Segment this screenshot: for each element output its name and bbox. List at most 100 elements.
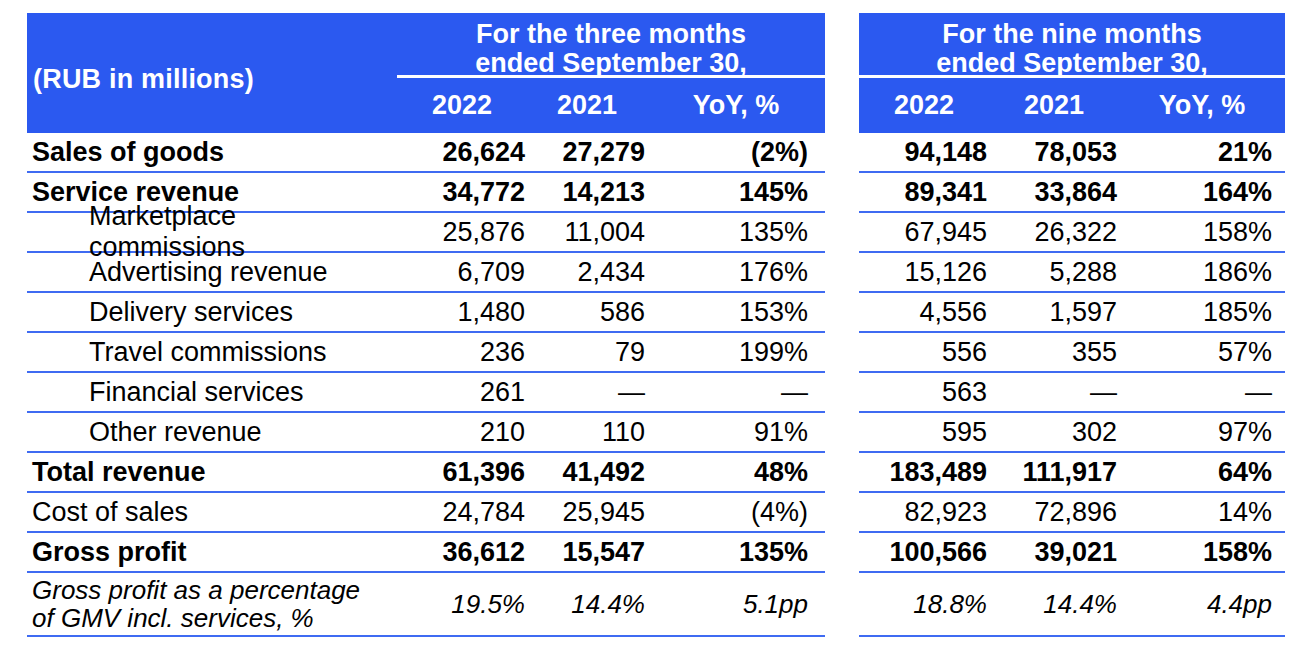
column-header-2021: 2021 — [527, 90, 647, 121]
value-cell: 33,864 — [989, 173, 1119, 213]
value-cell: 5,288 — [989, 253, 1119, 293]
value-cell: 261 — [397, 373, 527, 413]
value-cell: 41,492 — [527, 453, 647, 493]
value-cell: 19.5% — [397, 573, 527, 637]
value-cell: 6,709 — [397, 253, 527, 293]
value-cell: 24,784 — [397, 493, 527, 533]
value-cell: 563 — [859, 373, 989, 413]
value-cell: 97% — [1119, 413, 1285, 453]
value-cell: 111,917 — [989, 453, 1119, 493]
value-cell: 556 — [859, 333, 989, 373]
nine-months-table: For the nine months ended September 30, … — [859, 13, 1285, 637]
column-header-2022: 2022 — [397, 90, 527, 121]
value-cell: 158% — [1119, 533, 1285, 573]
value-cell: 1,480 — [397, 293, 527, 333]
value-cell: 100,566 — [859, 533, 989, 573]
value-cell: 176% — [647, 253, 825, 293]
value-cell: 185% — [1119, 293, 1285, 333]
value-cell: 164% — [1119, 173, 1285, 213]
value-cell: 36,612 — [397, 533, 527, 573]
three-months-header: (RUB in millions) For the three months e… — [27, 13, 825, 133]
row-label: Financial services — [27, 373, 397, 413]
value-cell: 57% — [1119, 333, 1285, 373]
value-cell: 26,322 — [989, 213, 1119, 253]
units-label: (RUB in millions) — [27, 13, 397, 133]
value-cell: 91% — [647, 413, 825, 453]
value-cell: 153% — [647, 293, 825, 333]
nine-months-body: 94,14878,05321% 89,34133,864164% 67,94526,… — [859, 133, 1285, 637]
value-cell: — — [527, 373, 647, 413]
column-header-2022: 2022 — [859, 90, 989, 121]
row-label: Sales of goods — [27, 133, 397, 173]
value-cell: 236 — [397, 333, 527, 373]
nine-months-title: For the nine months ended September 30, — [859, 13, 1285, 78]
value-cell: 5.1pp — [647, 573, 825, 637]
value-cell: (2%) — [647, 133, 825, 173]
value-cell: 25,876 — [397, 213, 527, 253]
value-cell: 14.4% — [989, 573, 1119, 637]
value-cell: — — [1119, 373, 1285, 413]
three-months-header-right: For the three months ended September 30,… — [397, 13, 825, 133]
column-header-yoy: YoY, % — [1119, 90, 1285, 121]
row-label: Delivery services — [27, 293, 397, 333]
nine-months-header: For the nine months ended September 30, … — [859, 13, 1285, 133]
value-cell: 1,597 — [989, 293, 1119, 333]
value-cell: 67,945 — [859, 213, 989, 253]
title-line-1: For the three months — [476, 19, 746, 49]
title-line-1: For the nine months — [942, 19, 1202, 49]
value-cell: 145% — [647, 173, 825, 213]
value-cell: 34,772 — [397, 173, 527, 213]
row-label: Total revenue — [27, 453, 397, 493]
value-cell: 25,945 — [527, 493, 647, 533]
row-label: Travel commissions — [27, 333, 397, 373]
value-cell: 15,126 — [859, 253, 989, 293]
title-line-2: ended September 30, — [936, 48, 1208, 78]
value-cell: 27,279 — [527, 133, 647, 173]
three-months-body: Sales of goods26,62427,279(2%)Service re… — [27, 133, 825, 637]
value-cell: (4%) — [647, 493, 825, 533]
nine-months-column-headers: 2022 2021 YoY, % — [859, 78, 1285, 133]
value-cell: 11,004 — [527, 213, 647, 253]
value-cell: 82,923 — [859, 493, 989, 533]
value-cell: 79 — [527, 333, 647, 373]
row-label: Advertising revenue — [27, 253, 397, 293]
value-cell: 4,556 — [859, 293, 989, 333]
row-label: Cost of sales — [27, 493, 397, 533]
value-cell: 14% — [1119, 493, 1285, 533]
three-months-title: For the three months ended September 30, — [397, 13, 825, 78]
value-cell: 21% — [1119, 133, 1285, 173]
value-cell: 595 — [859, 413, 989, 453]
row-label: Gross profit as a percentage of GMV incl… — [27, 573, 397, 637]
value-cell: 14,213 — [527, 173, 647, 213]
value-cell: 78,053 — [989, 133, 1119, 173]
value-cell: 199% — [647, 333, 825, 373]
value-cell: — — [647, 373, 825, 413]
value-cell: 15,547 — [527, 533, 647, 573]
value-cell: 586 — [527, 293, 647, 333]
value-cell: 158% — [1119, 213, 1285, 253]
row-label: Marketplace commissions — [27, 213, 397, 253]
value-cell: 183,489 — [859, 453, 989, 493]
value-cell: 39,021 — [989, 533, 1119, 573]
value-cell: 94,148 — [859, 133, 989, 173]
value-cell: 18.8% — [859, 573, 989, 637]
value-cell: 64% — [1119, 453, 1285, 493]
value-cell: 89,341 — [859, 173, 989, 213]
nine-months-header-right: For the nine months ended September 30, … — [859, 13, 1285, 133]
value-cell: 110 — [527, 413, 647, 453]
value-cell: 48% — [647, 453, 825, 493]
financial-results-table: (RUB in millions) For the three months e… — [0, 0, 1300, 637]
three-months-table: (RUB in millions) For the three months e… — [27, 13, 825, 637]
title-line-2: ended September 30, — [475, 48, 747, 78]
value-cell: 210 — [397, 413, 527, 453]
column-header-2021: 2021 — [989, 90, 1119, 121]
column-header-yoy: YoY, % — [647, 90, 825, 121]
value-cell: 186% — [1119, 253, 1285, 293]
value-cell: 135% — [647, 213, 825, 253]
row-label: Other revenue — [27, 413, 397, 453]
value-cell: 4.4pp — [1119, 573, 1285, 637]
value-cell: — — [989, 373, 1119, 413]
value-cell: 72,896 — [989, 493, 1119, 533]
three-months-column-headers: 2022 2021 YoY, % — [397, 78, 825, 133]
value-cell: 135% — [647, 533, 825, 573]
